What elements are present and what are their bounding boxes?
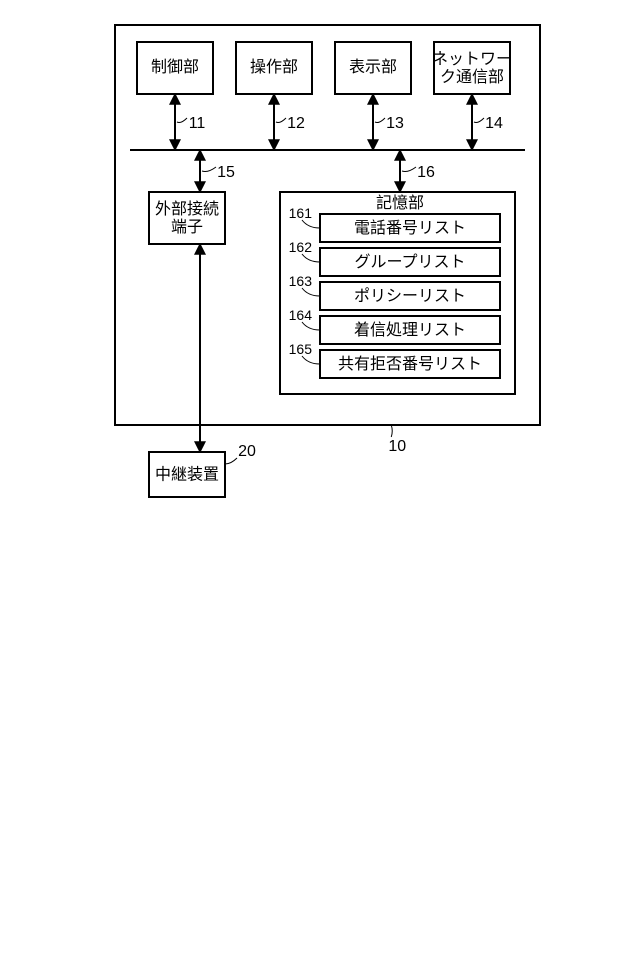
block-label: 操作部 [250, 58, 298, 76]
memory-title: 記憶部 [376, 194, 424, 212]
relay-label: 中継装置 [155, 466, 219, 484]
memory-item-label: ポリシーリスト [354, 287, 466, 305]
block-label: ネットワー [432, 50, 512, 68]
memory-item-label: 電話番号リスト [354, 219, 466, 237]
refnum: 10 [388, 438, 406, 455]
memory-item-label: 共有拒否番号リスト [338, 355, 482, 373]
refnum: 161 [289, 205, 313, 221]
refnum: 14 [485, 115, 503, 132]
leader [302, 322, 320, 330]
leader [402, 167, 416, 172]
leader [391, 425, 392, 437]
refnum: 162 [289, 239, 313, 255]
memory-item-label: 着信処理リスト [354, 321, 466, 339]
block-label: 外部接続 [155, 200, 219, 218]
block-diagram: 制御部 11 操作部 12 表示部 13 ネットワーク通信部 14 外部接続端子 15 記憶部 16 電… [0, 0, 640, 965]
block-label: ク通信部 [440, 68, 504, 86]
leader [302, 254, 320, 262]
refnum: 11 [189, 115, 206, 132]
refnum: 20 [238, 443, 256, 460]
leader [474, 118, 484, 123]
refnum: 13 [386, 115, 404, 132]
leader [302, 288, 320, 296]
leader [202, 167, 216, 172]
memory-item-label: グループリスト [354, 253, 465, 271]
refnum: 16 [417, 164, 435, 181]
refnum: 15 [217, 164, 235, 181]
leader [302, 356, 320, 364]
refnum: 164 [289, 307, 313, 323]
refnum: 165 [289, 341, 313, 357]
leader [177, 118, 187, 123]
refnum: 12 [287, 115, 305, 132]
refnum: 163 [289, 273, 313, 289]
block-label: 制御部 [151, 58, 199, 76]
leader [375, 118, 385, 123]
leader [225, 458, 237, 464]
leader [302, 220, 320, 228]
block-label: 表示部 [349, 58, 397, 76]
leader [276, 118, 286, 123]
block-label: 端子 [171, 218, 203, 236]
